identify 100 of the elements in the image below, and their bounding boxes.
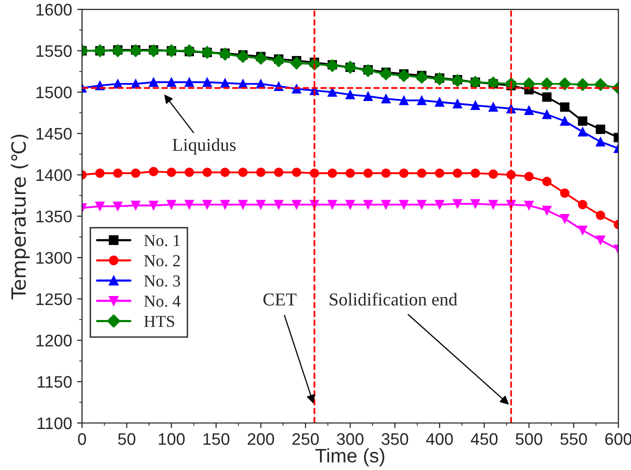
point	[220, 168, 230, 178]
point	[254, 52, 268, 65]
point	[578, 116, 588, 126]
y-tick-label: 1300	[36, 252, 72, 264]
y-tick-label: 1600	[36, 4, 72, 16]
point	[166, 78, 176, 87]
point	[326, 59, 339, 72]
y-tick-label: 1150	[38, 376, 72, 388]
point	[148, 166, 158, 176]
point	[542, 92, 552, 102]
point	[470, 199, 480, 208]
legend-label: No. 4	[144, 296, 180, 307]
point	[522, 77, 536, 90]
point	[488, 200, 498, 210]
point	[560, 102, 570, 112]
point	[524, 106, 534, 116]
y-axis-title: Temperature (℃)	[10, 134, 30, 300]
point	[256, 200, 266, 210]
point	[238, 168, 248, 178]
point	[272, 54, 286, 68]
point	[111, 44, 124, 58]
x-tick-label: 500	[516, 433, 542, 445]
point	[576, 78, 590, 92]
point	[290, 56, 303, 70]
point	[113, 168, 122, 178]
legend-label: No. 1	[144, 235, 180, 246]
point	[381, 200, 391, 210]
point	[256, 168, 266, 178]
point	[578, 226, 588, 235]
point	[542, 110, 552, 120]
point	[363, 92, 373, 101]
point	[202, 200, 212, 210]
point	[451, 74, 464, 87]
point	[470, 100, 480, 110]
x-axis-title: Time (s)	[315, 448, 384, 466]
point	[434, 168, 444, 178]
point	[542, 206, 552, 216]
point	[218, 48, 232, 60]
annotation: Solidification end	[330, 292, 458, 306]
point	[542, 176, 552, 186]
point	[578, 200, 588, 210]
x-tick-label: 450	[470, 433, 498, 445]
point	[452, 199, 462, 208]
point	[184, 200, 194, 210]
point	[220, 78, 230, 88]
x-tick-label: 350	[382, 433, 408, 445]
point	[202, 168, 212, 178]
y-tick-label: 1200	[36, 334, 72, 346]
annotation: Liquidus	[172, 138, 236, 155]
x-tick-label: 250	[292, 433, 319, 445]
point	[148, 200, 158, 210]
point	[415, 70, 428, 84]
point	[292, 168, 302, 178]
x-tick-label: 150	[203, 433, 230, 445]
point	[381, 168, 391, 178]
point	[540, 77, 554, 90]
point	[488, 169, 498, 179]
point	[202, 78, 212, 87]
x-tick-label: 200	[248, 433, 274, 445]
point	[346, 168, 355, 178]
point	[578, 127, 588, 137]
y-tick-label: 1550	[36, 45, 72, 57]
point	[452, 99, 462, 108]
point	[524, 200, 534, 210]
legend-label: HTS	[144, 316, 174, 328]
point	[433, 72, 446, 86]
point	[147, 44, 160, 58]
point	[292, 200, 302, 210]
point	[328, 168, 338, 178]
x-tick-label: 300	[336, 433, 364, 445]
x-tick-label: 50	[118, 433, 136, 445]
point	[397, 69, 410, 82]
point	[328, 87, 338, 97]
point	[399, 200, 409, 210]
x-tick-label: 100	[158, 433, 185, 445]
point	[560, 116, 570, 126]
point	[362, 64, 374, 78]
y-tick-label: 1400	[36, 169, 72, 182]
point	[486, 76, 500, 90]
point	[184, 78, 194, 87]
point	[238, 200, 248, 210]
point	[470, 168, 480, 178]
point	[560, 214, 570, 224]
point	[220, 200, 230, 210]
point	[596, 124, 606, 134]
point	[596, 210, 606, 220]
y-tick-label: 1500	[36, 86, 72, 98]
y-tick-label: 1350	[36, 210, 72, 222]
point	[417, 96, 426, 106]
point	[166, 168, 176, 178]
point	[274, 168, 284, 178]
annotation: CET	[263, 293, 296, 306]
point	[417, 200, 426, 210]
point	[452, 168, 462, 178]
x-tick-label: 550	[560, 433, 587, 445]
point	[328, 200, 338, 210]
point	[148, 78, 158, 87]
point	[417, 168, 426, 178]
point	[434, 97, 444, 107]
point	[434, 200, 444, 210]
